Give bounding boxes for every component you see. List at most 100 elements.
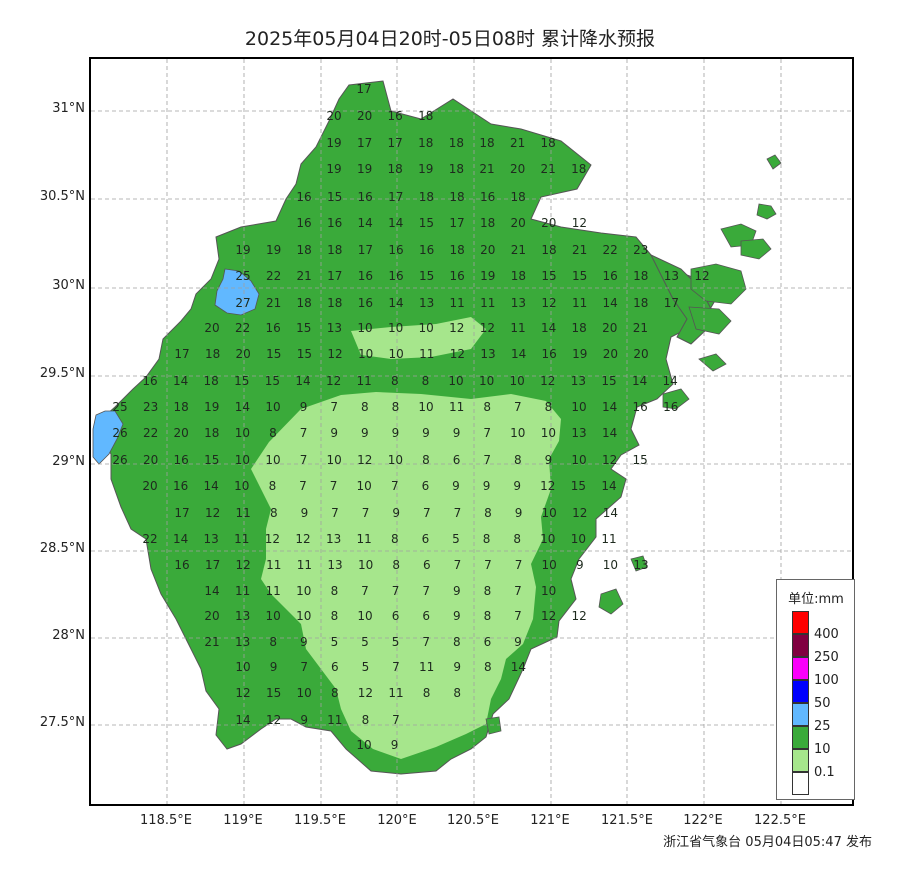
station-value: 14 xyxy=(541,321,556,335)
north-0-1mm-patch xyxy=(351,317,486,359)
station-value: 7 xyxy=(483,426,491,440)
station-value: 16 xyxy=(173,479,188,493)
station-value: 8 xyxy=(331,686,339,700)
station-value: 12 xyxy=(449,321,464,335)
station-value: 7 xyxy=(392,713,400,727)
legend-title: 单位:mm xyxy=(788,592,844,607)
station-values: 17 20 20 16 18 19 17 17 18 18 18 21 18 19 19 18 19 18 21 20… xyxy=(112,82,709,752)
station-value: 12 xyxy=(266,713,281,727)
station-value: 15 xyxy=(633,453,648,467)
station-value: 9 xyxy=(453,426,461,440)
legend-label: 400 xyxy=(814,627,839,642)
station-value: 13 xyxy=(204,532,219,546)
station-value: 10 xyxy=(357,321,372,335)
map-frame: 17 20 20 16 18 19 17 17 18 18 18 21 18 19 19 18 19 18 21 20… xyxy=(89,57,854,806)
station-value: 20 xyxy=(142,479,157,493)
station-value: 20 xyxy=(602,321,617,335)
lon-label: 120.5°E xyxy=(447,813,499,828)
station-value: 8 xyxy=(514,453,522,467)
station-value: 14 xyxy=(603,506,618,520)
station-value: 12 xyxy=(540,479,555,493)
station-value: 19 xyxy=(235,243,250,257)
station-value: 16 xyxy=(480,190,495,204)
station-value: 6 xyxy=(423,558,431,572)
station-value: 10 xyxy=(541,426,556,440)
station-value: 14 xyxy=(511,660,526,674)
station-value: 8 xyxy=(392,400,400,414)
station-value: 10 xyxy=(479,374,494,388)
station-value: 9 xyxy=(453,609,461,623)
station-value: 15 xyxy=(297,347,312,361)
lat-label: 31°N xyxy=(52,101,85,116)
station-value: 17 xyxy=(664,296,679,310)
station-value: 20 xyxy=(204,321,219,335)
coastal-island-1 xyxy=(598,588,624,615)
station-value: 7 xyxy=(422,584,430,598)
station-value: 7 xyxy=(392,584,400,598)
legend-label: 0.1 xyxy=(814,765,835,780)
lat-label: 29°N xyxy=(52,454,85,469)
lat-label: 27.5°N xyxy=(39,715,85,730)
station-value: 20 xyxy=(326,109,341,123)
coastal-island-2 xyxy=(630,555,648,572)
station-value: 11 xyxy=(388,686,403,700)
station-value: 16 xyxy=(388,269,403,283)
station-value: 22 xyxy=(142,532,157,546)
station-value: 5 xyxy=(331,635,339,649)
station-value: 7 xyxy=(299,479,307,493)
station-value: 11 xyxy=(236,506,251,520)
station-value: 19 xyxy=(480,269,495,283)
station-value: 18 xyxy=(449,136,464,150)
station-value: 18 xyxy=(511,269,526,283)
station-value: 15 xyxy=(327,190,342,204)
station-value: 14 xyxy=(663,374,678,388)
station-value: 20 xyxy=(357,109,372,123)
station-value: 10 xyxy=(235,426,250,440)
station-value: 12 xyxy=(450,347,465,361)
station-value: 21 xyxy=(297,269,312,283)
station-value: 11 xyxy=(235,584,250,598)
station-value: 11 xyxy=(266,584,281,598)
station-value: 9 xyxy=(545,453,553,467)
station-value: 8 xyxy=(362,713,370,727)
station-value: 21 xyxy=(633,321,648,335)
station-value: 16 xyxy=(603,269,618,283)
station-value: 18 xyxy=(541,243,556,257)
province-region xyxy=(92,80,717,775)
station-value: 19 xyxy=(326,162,341,176)
legend-swatch-400 xyxy=(792,611,809,634)
legend-swatch-0 xyxy=(792,772,809,795)
station-value: 8 xyxy=(361,400,369,414)
station-value: 16 xyxy=(358,296,373,310)
station-value: 11 xyxy=(266,558,281,572)
station-value: 20 xyxy=(143,453,158,467)
station-value: 16 xyxy=(296,190,311,204)
precipitation-map: 17 20 20 16 18 19 17 17 18 18 18 21 18 19 19 18 19 18 21 20… xyxy=(91,59,852,804)
station-value: 9 xyxy=(300,713,308,727)
station-value: 10 xyxy=(540,532,555,546)
station-value: 17 xyxy=(356,82,371,96)
northwest-25mm-patch xyxy=(214,268,260,316)
station-value: 7 xyxy=(362,506,370,520)
station-value: 17 xyxy=(388,136,403,150)
station-value: 5 xyxy=(392,635,400,649)
issuer-footer: 浙江省气象台 05月04日05:47 发布 xyxy=(663,835,872,850)
station-value: 16 xyxy=(450,269,465,283)
station-value: 15 xyxy=(234,374,249,388)
station-value: 5 xyxy=(361,635,369,649)
station-value: 18 xyxy=(297,243,312,257)
station-value: 10 xyxy=(389,347,404,361)
station-value: 10 xyxy=(571,400,586,414)
station-value: 12 xyxy=(235,686,250,700)
legend-label: 100 xyxy=(814,673,839,688)
station-value: 9 xyxy=(300,635,308,649)
station-value: 16 xyxy=(296,216,311,230)
station-value: 7 xyxy=(361,584,369,598)
station-value: 13 xyxy=(633,558,648,572)
legend-swatch-0-1 xyxy=(792,749,809,772)
station-value: 27 xyxy=(235,296,250,310)
station-value: 20 xyxy=(511,216,526,230)
lat-label: 28°N xyxy=(52,628,85,643)
station-value: 14 xyxy=(601,479,616,493)
station-value: 18 xyxy=(388,162,403,176)
